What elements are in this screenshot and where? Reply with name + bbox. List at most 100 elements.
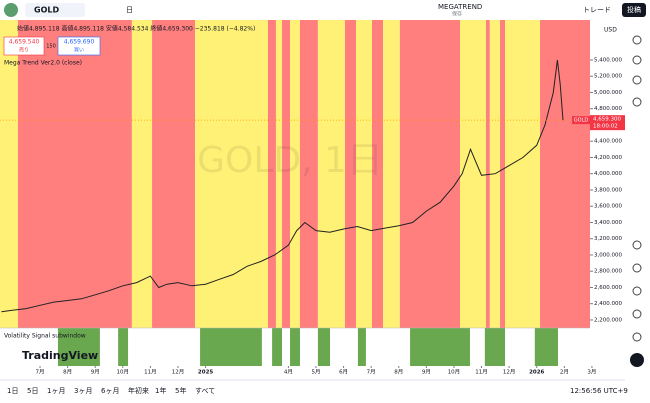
y-tick-label: 4,400.000 — [594, 139, 622, 145]
y-tick-label: 2,600.000 — [594, 285, 622, 291]
sidebar-icon[interactable] — [632, 309, 642, 319]
sidebar-icon[interactable] — [632, 97, 642, 107]
x-tick-label: 9月 — [422, 369, 431, 376]
y-tick-label: 3,200.000 — [594, 236, 622, 242]
signal-zone — [0, 20, 18, 328]
trade-button[interactable]: トレード — [583, 6, 611, 14]
save-state: 保存 — [452, 11, 462, 18]
x-tick-label: 8月 — [394, 369, 403, 376]
last-price-tag: GOLD — [574, 118, 589, 124]
currency: USD — [604, 27, 617, 34]
sidebar-icon[interactable] — [632, 35, 642, 45]
y-tick-label: 2,400.000 — [594, 301, 622, 307]
range-button[interactable]: 5年 — [175, 386, 186, 395]
last-price-box — [590, 115, 625, 131]
signal-bar — [317, 328, 331, 366]
signal-zone — [152, 20, 196, 328]
signal-zone — [371, 20, 384, 328]
signal-bar — [118, 328, 129, 366]
ohlc: 始値4,895.118 高値4,895.118 安値4,584.534 終値4,… — [17, 25, 255, 33]
x-tick-label: 8月 — [63, 369, 72, 376]
signal-zone — [505, 20, 541, 328]
signal-zone — [344, 20, 356, 328]
sell-label[interactable]: 売り — [19, 47, 29, 54]
last-price-tag-bg — [572, 116, 590, 125]
x-tick-label: 2026 — [529, 370, 544, 376]
range-button[interactable]: 3ヶ月 — [74, 387, 92, 395]
sidebar-icon[interactable] — [632, 55, 642, 65]
signal-zone — [500, 20, 506, 328]
apps-button[interactable] — [630, 353, 644, 367]
clock: 12:56:56 UTC+9 — [570, 387, 628, 395]
buy-button[interactable] — [57, 36, 101, 56]
range-button[interactable]: 1日 — [7, 387, 18, 395]
sell-button[interactable] — [3, 36, 45, 56]
signal-zone — [282, 20, 291, 328]
x-tick-label: 7月 — [367, 369, 376, 376]
symbol-box[interactable] — [25, 3, 85, 17]
signal-zone — [195, 20, 268, 328]
price-line — [1, 59, 564, 313]
signal-zone — [485, 20, 490, 328]
y-tick-label: 3,000.000 — [594, 252, 622, 258]
publish-button[interactable] — [622, 3, 646, 17]
range-button[interactable]: 6ヶ月 — [101, 387, 119, 395]
x-tick-label: 9月 — [91, 369, 100, 376]
x-tick-label: 12月 — [503, 369, 516, 376]
plot — [0, 20, 590, 366]
x-tick-label: 10月 — [117, 369, 130, 376]
y-tick-label: 3,600.000 — [594, 204, 622, 210]
y-tick-label: 4,200.000 — [594, 155, 622, 161]
y-tick-label: 4,000.000 — [594, 171, 622, 177]
last-price-time: 18:00:02 — [593, 124, 618, 130]
sidebar-icon[interactable] — [632, 286, 642, 296]
signal-bar — [534, 328, 558, 366]
buy-price[interactable]: 4,659.690 — [64, 39, 95, 46]
y-tick-label: 5,000.000 — [594, 90, 622, 96]
sidebar-icon[interactable] — [632, 75, 642, 85]
x-tick-label: 7月 — [36, 369, 45, 376]
interval[interactable]: 日 — [126, 6, 133, 14]
y-tick-label: 2,800.000 — [594, 269, 622, 275]
signal-bar — [272, 328, 283, 366]
sidebar-icon[interactable] — [632, 263, 642, 273]
range-button[interactable]: 5日 — [27, 387, 38, 395]
signal-zone — [399, 20, 461, 328]
avatar[interactable] — [4, 3, 18, 17]
signal-zone — [460, 20, 486, 328]
signal-bar — [57, 328, 100, 366]
x-tick-label: 12月 — [172, 369, 185, 376]
signal-zone — [290, 20, 300, 328]
subwindow-title: Volatility Signal subwindow — [4, 333, 86, 340]
signal-bar — [290, 328, 300, 366]
signal-zone — [317, 20, 345, 328]
signal-bar — [200, 328, 262, 366]
range-button[interactable]: 1年 — [155, 386, 166, 395]
watermark: GOLD, 1日 — [197, 140, 383, 181]
publish-label[interactable]: 投稿 — [627, 5, 641, 14]
signal-bar — [410, 328, 470, 366]
sidebar-icon[interactable] — [632, 240, 642, 250]
y-tick-label: 2,200.000 — [594, 317, 622, 323]
x-tick-label: 6月 — [339, 369, 348, 376]
x-tick-label: 11月 — [475, 369, 488, 376]
x-tick-label: 3月 — [587, 369, 596, 376]
indicator-name: Mega Trend Ver2.0 (close) — [4, 60, 82, 67]
buy-label[interactable]: 買い — [74, 48, 84, 54]
sidebar-icon[interactable] — [632, 332, 642, 342]
symbol[interactable]: GOLD — [34, 6, 59, 15]
range-button[interactable]: すべて — [195, 387, 215, 395]
y-tick-label: 4,800.000 — [594, 106, 622, 112]
y-tick-label: 5,200.000 — [594, 74, 622, 80]
spread: 150 — [46, 44, 56, 50]
range-button[interactable]: 年初来 — [128, 386, 149, 395]
last-price-label: 4,659.300 — [593, 117, 621, 123]
signal-zone — [275, 20, 283, 328]
layout-name[interactable]: MEGATREND — [438, 3, 482, 11]
sell-price[interactable]: 4,659.540 — [9, 39, 40, 46]
range-button[interactable]: 1ヶ月 — [47, 387, 65, 395]
signal-zone — [355, 20, 372, 328]
signal-zone — [131, 20, 153, 328]
signal-zone — [383, 20, 400, 328]
